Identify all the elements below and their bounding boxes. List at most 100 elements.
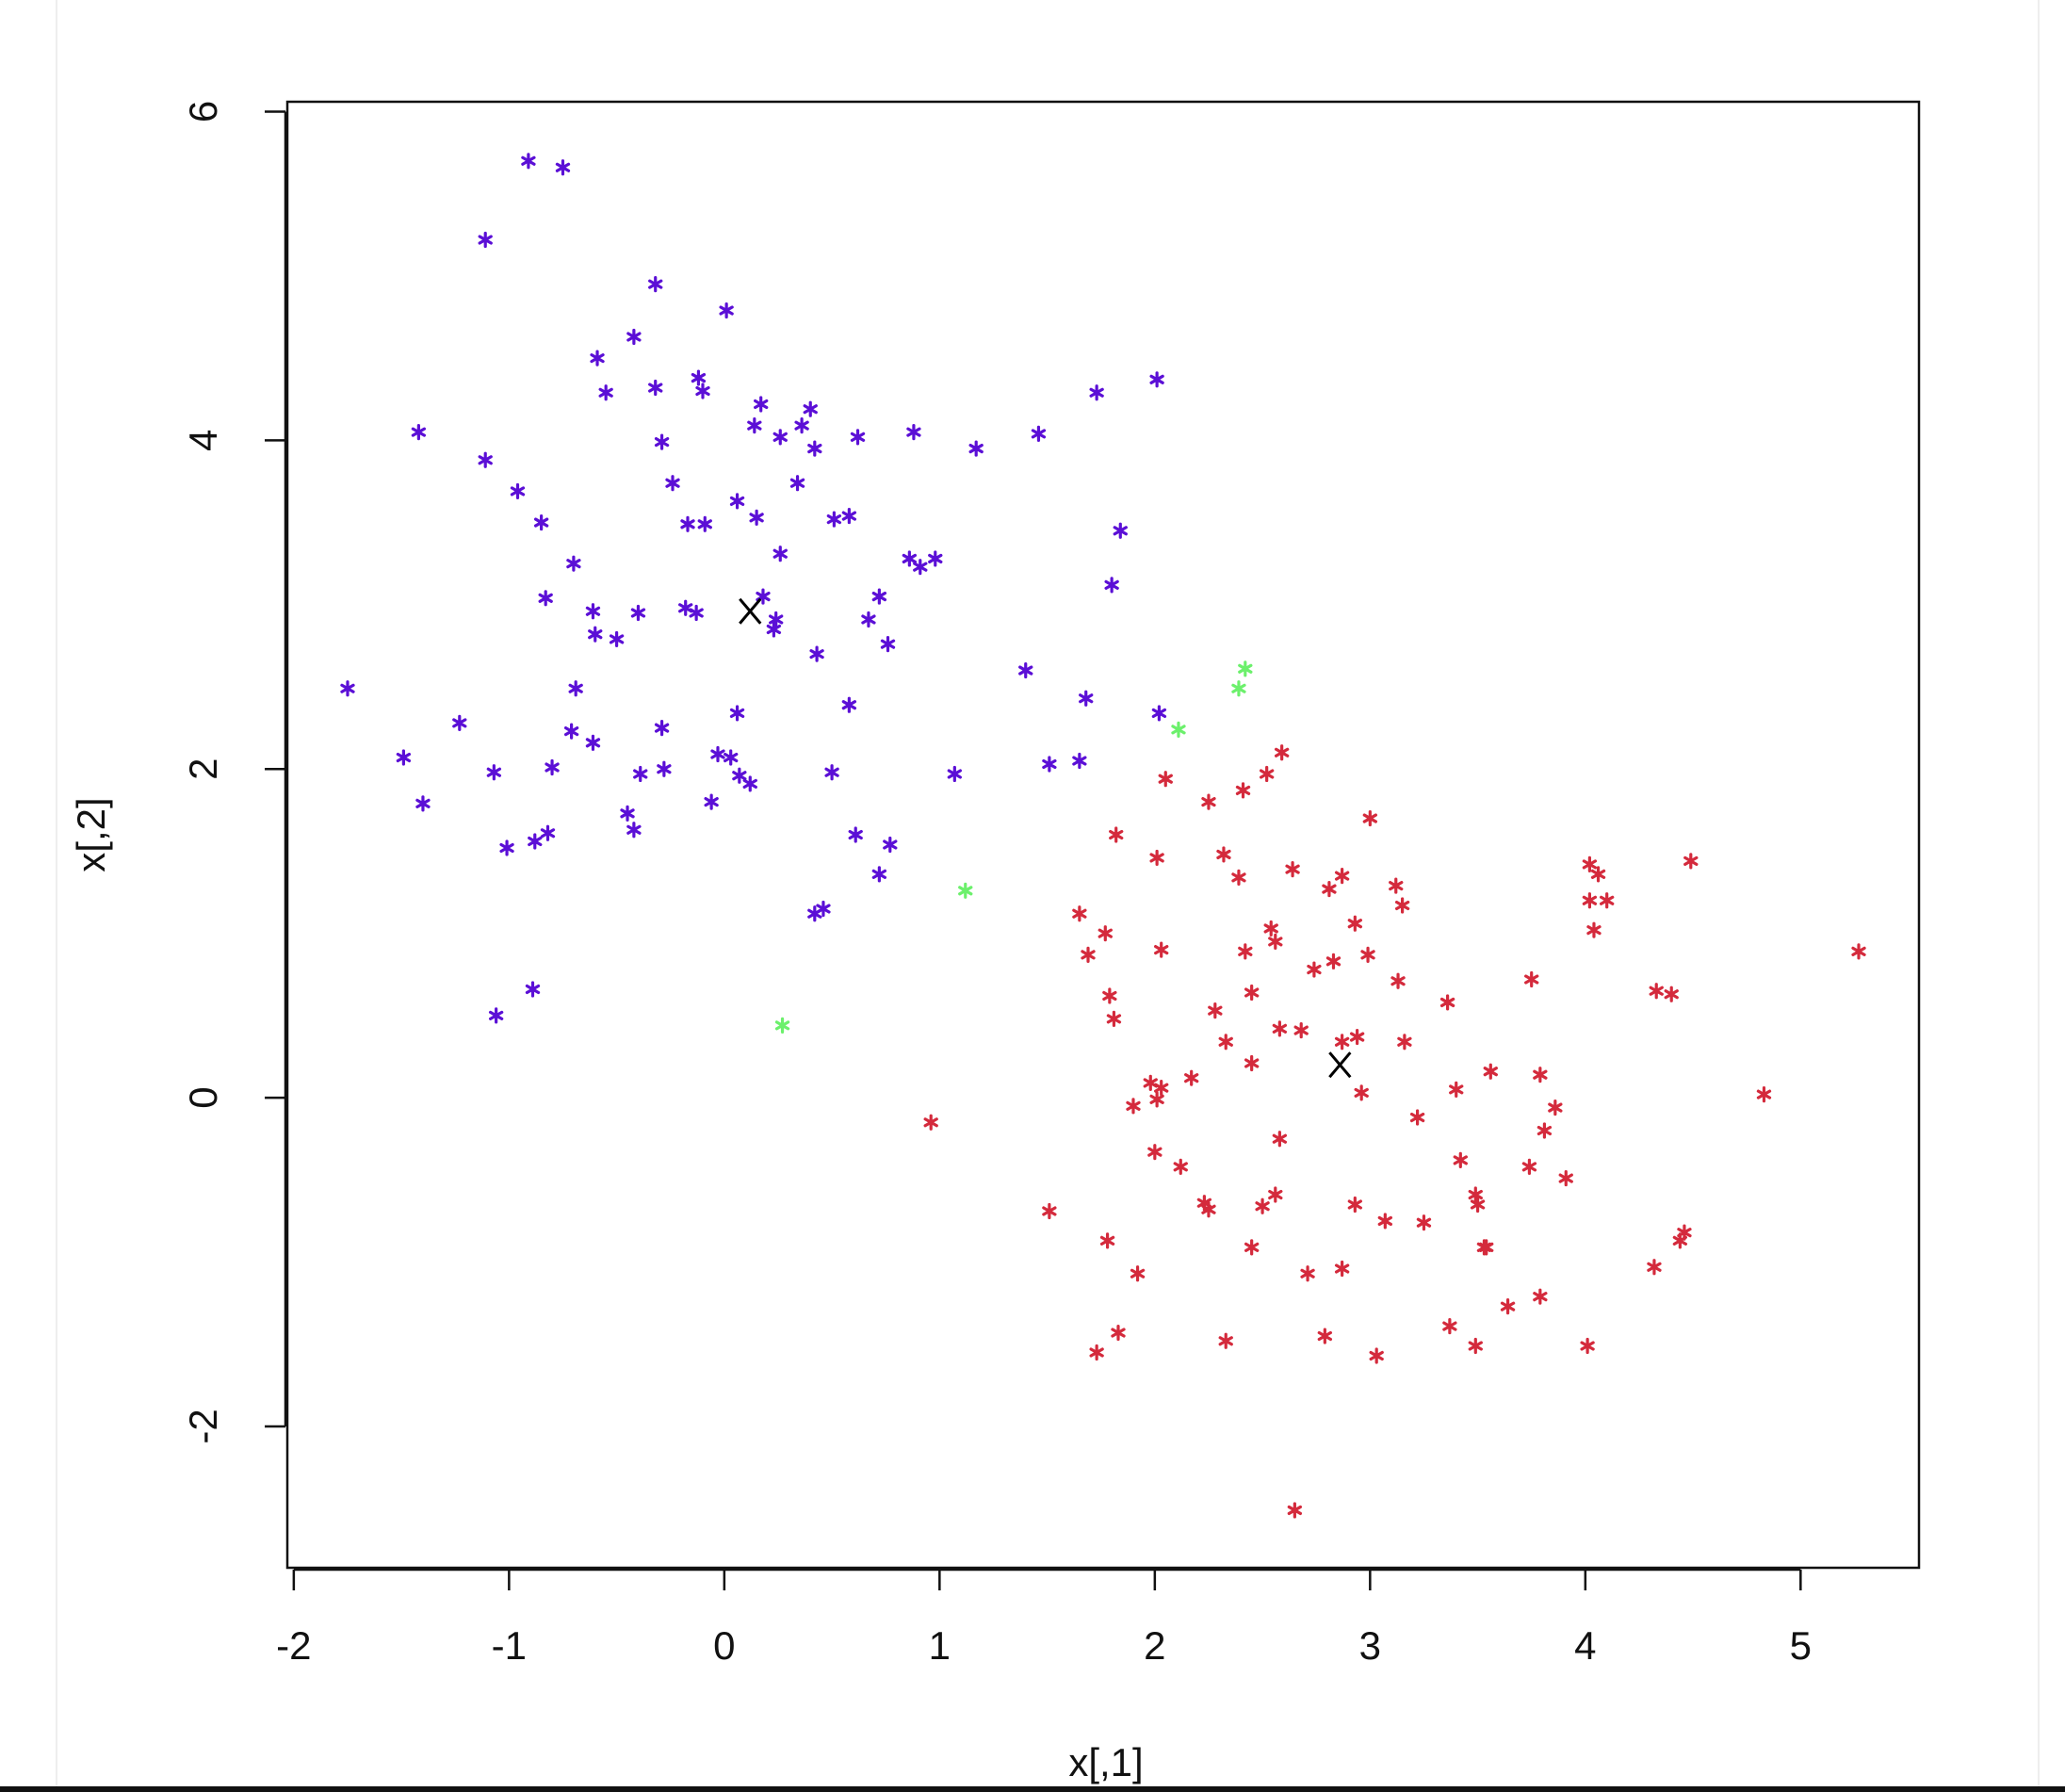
point [1672, 1232, 1688, 1249]
point [533, 513, 549, 531]
point [555, 159, 571, 176]
point [1079, 690, 1094, 707]
point [1453, 1151, 1468, 1168]
point [478, 451, 493, 468]
point [1244, 1054, 1260, 1072]
point [923, 1114, 938, 1131]
point [1377, 1213, 1392, 1230]
point [626, 328, 642, 346]
point [590, 350, 605, 367]
point [486, 764, 502, 781]
point [1416, 1214, 1432, 1231]
point [1216, 846, 1231, 863]
point [1072, 752, 1087, 770]
point [452, 714, 467, 731]
point [719, 301, 734, 319]
point [1468, 1337, 1483, 1355]
point [1300, 1265, 1315, 1282]
point [1113, 522, 1128, 539]
point [1235, 782, 1251, 799]
point [1143, 1074, 1158, 1091]
point [1231, 869, 1246, 886]
point [1244, 984, 1260, 1002]
point [585, 603, 601, 620]
point [1018, 661, 1033, 679]
point [1272, 1131, 1288, 1148]
point [841, 507, 857, 525]
point [1201, 793, 1216, 810]
point [654, 720, 670, 737]
point [521, 153, 536, 170]
point [1081, 946, 1096, 963]
point [648, 276, 663, 293]
point [807, 440, 822, 457]
point [1089, 1344, 1104, 1361]
x-tick-label: 1 [929, 1623, 951, 1668]
point [729, 493, 745, 510]
point [742, 775, 757, 792]
point [1347, 1196, 1362, 1214]
point [1154, 941, 1169, 958]
point [545, 758, 560, 776]
point [913, 559, 928, 576]
point [774, 1017, 790, 1034]
point [1126, 1098, 1141, 1115]
point [1158, 771, 1173, 788]
point [1468, 1186, 1483, 1203]
point [724, 749, 739, 766]
y-axis-label: x[,2] [69, 797, 113, 872]
point [1238, 943, 1253, 960]
point [1334, 1034, 1350, 1051]
point [1360, 946, 1375, 963]
point [1548, 1099, 1563, 1116]
bottom-bar [0, 1786, 2065, 1792]
point [1394, 897, 1410, 914]
point [1524, 970, 1539, 988]
point [1580, 1337, 1595, 1355]
point [1582, 855, 1598, 872]
y-tick-label: -2 [181, 1409, 225, 1443]
point [766, 621, 782, 638]
point [1600, 892, 1615, 909]
plot-box [285, 100, 1921, 1570]
point [871, 866, 887, 883]
point [609, 630, 625, 648]
point [1390, 972, 1406, 989]
point [1521, 1158, 1537, 1175]
point [1322, 880, 1337, 898]
point [1479, 1239, 1494, 1256]
point [665, 475, 680, 492]
point [1072, 905, 1087, 922]
point [1149, 371, 1164, 388]
point [1268, 1186, 1283, 1203]
point [1349, 1028, 1365, 1046]
point [1586, 921, 1602, 938]
point [630, 604, 646, 622]
point [697, 515, 712, 532]
point [1287, 1502, 1303, 1519]
center-marker [739, 597, 762, 625]
point [620, 805, 635, 822]
point [841, 696, 857, 713]
point [1537, 1122, 1553, 1139]
point [850, 429, 866, 446]
point [816, 900, 831, 918]
point [1263, 920, 1278, 937]
point [1042, 756, 1057, 773]
point [689, 604, 704, 622]
point [1111, 1324, 1126, 1342]
point [1268, 933, 1283, 950]
point [772, 546, 788, 562]
point [1483, 1063, 1498, 1080]
point [588, 626, 603, 643]
point [340, 680, 355, 697]
point [1449, 1081, 1464, 1098]
point [538, 590, 553, 607]
point [807, 905, 822, 922]
point [1649, 983, 1664, 1000]
point [1293, 1021, 1309, 1039]
point [928, 550, 943, 567]
point [747, 417, 762, 434]
point [1272, 1020, 1288, 1037]
point [525, 981, 541, 998]
